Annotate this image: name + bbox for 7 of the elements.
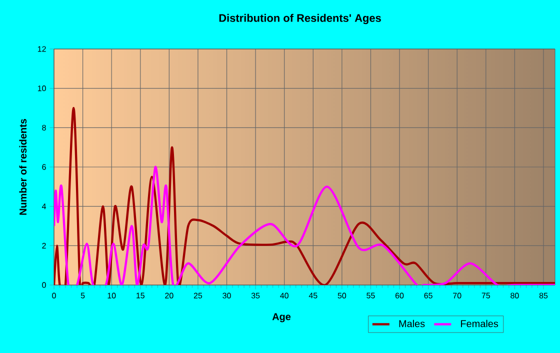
y-axis-title: Number of residents xyxy=(19,118,27,215)
x-axis-title: Age xyxy=(272,313,291,322)
line-series xyxy=(54,166,556,285)
line-series xyxy=(54,106,556,285)
chart-title: Distribution of Residents' Ages xyxy=(219,14,381,24)
legend-label: Females xyxy=(461,320,498,328)
legend-label: Males xyxy=(399,320,425,328)
